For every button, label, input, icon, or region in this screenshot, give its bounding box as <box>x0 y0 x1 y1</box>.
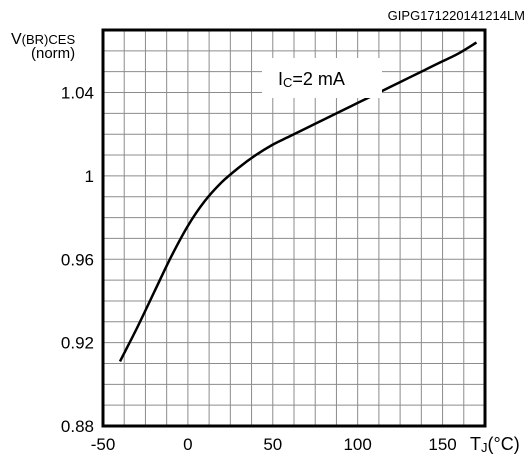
corner-label: GIPG171220141214LM <box>388 8 525 23</box>
y-tick-label: 0.92 <box>61 334 94 353</box>
annotation-box <box>262 58 382 98</box>
plot-frame <box>101 28 487 428</box>
x-axis-label-suffix: (°C) <box>488 434 520 454</box>
y-axis-label: V(BR)CES <box>11 31 75 48</box>
annotation: IC=2 mA <box>278 69 345 90</box>
x-tick-label: 50 <box>263 435 282 454</box>
x-tick-label: 150 <box>428 435 456 454</box>
x-axis-label-subscript: J <box>481 440 488 455</box>
annotation-suffix: =2 mA <box>292 69 345 89</box>
series-layer <box>118 41 478 362</box>
annotation-main: I <box>278 69 283 89</box>
y-tick-label: 1 <box>85 167 94 186</box>
y-tick-label: 0.88 <box>61 417 94 436</box>
x-tick-label: -50 <box>91 435 116 454</box>
tick-labels: -50 0 50 100 150 0.88 0.92 0.96 1 1.04 <box>61 84 457 454</box>
y-axis-label-second-line: (norm) <box>31 45 75 62</box>
x-tick-label: 100 <box>343 435 371 454</box>
x-axis-label-main: T <box>470 434 481 454</box>
y-axis-label-main: V <box>11 31 22 48</box>
series-line <box>118 41 478 362</box>
y-tick-label: 1.04 <box>61 84 94 103</box>
annotation-subscript: C <box>283 75 292 90</box>
x-axis-label: TJ(°C) <box>470 434 520 455</box>
x-tick-label: 0 <box>183 435 192 454</box>
y-tick-label: 0.96 <box>61 250 94 269</box>
y-axis-label-subscript: (BR)CES <box>22 32 76 47</box>
